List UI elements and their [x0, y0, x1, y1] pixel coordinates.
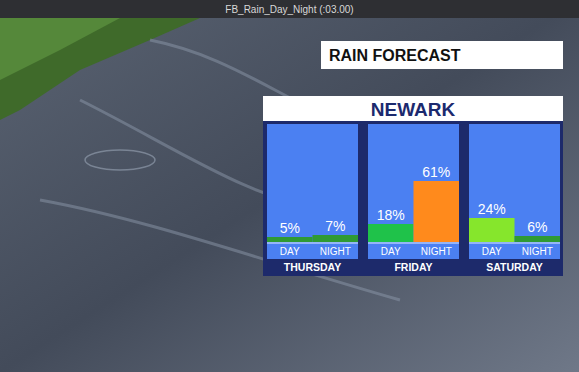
labels: THURSDAY 5% DAY 7% NIGHT FRIDAY 18% DAY 61% NIGHT… — [267, 164, 560, 273]
bar — [515, 236, 561, 242]
series-label: DAY — [482, 246, 502, 257]
bar — [368, 224, 414, 242]
bar — [469, 218, 515, 242]
bar — [414, 181, 460, 242]
bar — [313, 235, 359, 242]
grass — [0, 18, 200, 120]
data-label: 7% — [325, 218, 345, 234]
frame — [263, 121, 563, 276]
separator — [469, 243, 560, 244]
data-label: 5% — [280, 220, 300, 236]
series-label: NIGHT — [421, 246, 452, 257]
series-label: DAY — [280, 246, 300, 257]
series-label: NIGHT — [320, 246, 351, 257]
bar — [267, 237, 313, 242]
data-label: 6% — [527, 219, 547, 235]
ripple — [85, 150, 155, 170]
header-text: FB_Rain_Day_Night (:03.00) — [225, 4, 353, 15]
data-label: 61% — [422, 164, 450, 180]
panel — [267, 124, 358, 259]
category-label: FRIDAY — [394, 261, 432, 273]
subtitle: NEWARK — [371, 99, 456, 120]
title-box — [321, 41, 563, 69]
separator — [267, 243, 358, 244]
data-label: 24% — [478, 201, 506, 217]
canvas: FB_Rain_Day_Night (:03.00) RAIN FORECAST N… — [0, 0, 579, 372]
subtitle-box — [263, 96, 563, 121]
separator — [368, 243, 459, 244]
panel — [469, 124, 560, 259]
header-bar — [0, 0, 579, 18]
category-label: THURSDAY — [284, 261, 341, 273]
background — [0, 0, 579, 372]
grass — [0, 18, 120, 80]
data-label: 18% — [377, 207, 405, 223]
bars — [267, 181, 560, 242]
panel — [368, 124, 459, 259]
category-label: SATURDAY — [486, 261, 543, 273]
series-label: DAY — [381, 246, 401, 257]
series-label: NIGHT — [522, 246, 553, 257]
title: RAIN FORECAST — [329, 47, 461, 64]
